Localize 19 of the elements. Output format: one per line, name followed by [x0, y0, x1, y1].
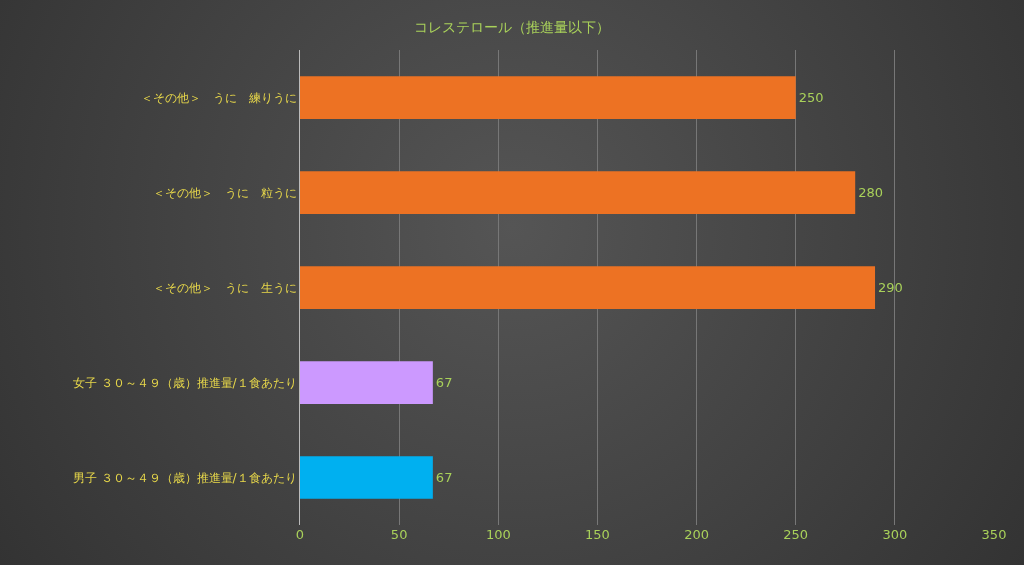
x-tick-label: 50 [390, 527, 408, 542]
y-tick-label: 男子 ３０～４９（歳）推進量/１食あたり [72, 470, 297, 485]
x-tick-label: 0 [295, 527, 305, 542]
data-label: 67 [435, 470, 453, 485]
y-tick-label: 女子 ３０～４９（歳）推進量/１食あたり [72, 375, 297, 390]
y-tick-label: ＜その他＞ うに 練りうに [140, 90, 297, 105]
x-tick-label: 250 [783, 527, 809, 542]
x-tick-label: 100 [485, 527, 511, 542]
x-tick-label: 350 [981, 527, 1007, 542]
x-tick-label: 200 [684, 527, 709, 542]
chart-title: コレステロール（推進量以下） [414, 19, 610, 36]
x-tick-label: 150 [585, 527, 610, 542]
data-label: 280 [858, 185, 884, 201]
x-tick-label: 300 [882, 527, 908, 542]
data-label: 290 [878, 280, 903, 296]
y-tick-label: ＜その他＞ うに 生うに [152, 280, 297, 295]
data-label: 250 [798, 90, 824, 106]
data-label: 67 [435, 375, 453, 391]
y-tick-label: ＜その他＞ うに 粒うに [152, 185, 297, 200]
